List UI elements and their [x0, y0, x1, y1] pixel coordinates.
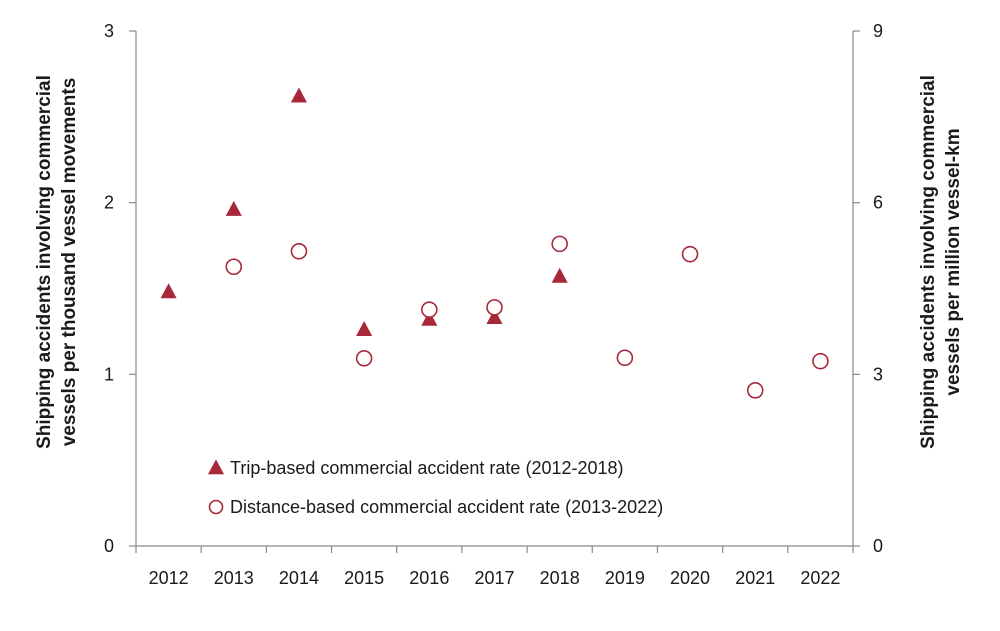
distance-based-point	[746, 382, 764, 399]
right-tick-label: 3	[873, 364, 883, 384]
left-tick-label: 2	[104, 193, 114, 213]
left-tick-label: 0	[104, 536, 114, 556]
x-tick-label: 2017	[474, 568, 514, 588]
axes: 0 1 2 3 0 3 6 9 2012 2013 2014 2015 2016 2017 2018 2019…	[104, 21, 883, 588]
trip-based-point	[356, 321, 373, 336]
trip-based-point	[225, 200, 242, 216]
legend-triangle-icon	[207, 459, 225, 475]
x-tick-label: 2019	[605, 568, 645, 588]
right-axis-title-line: Shipping accidents involving commercial	[918, 75, 939, 449]
trip-based-point	[290, 87, 308, 103]
legend-circle-icon	[208, 499, 224, 515]
distance-based-point	[225, 258, 243, 276]
left-tick-label: 3	[104, 21, 114, 41]
left-axis-title-line: vessels per thousand vessel movements	[59, 78, 80, 447]
x-tick-label: 2018	[540, 568, 580, 588]
right-axis-title-line: vessels per million vessel-km	[943, 128, 964, 395]
trip-based-point	[551, 267, 568, 283]
right-tick-label: 6	[873, 193, 883, 213]
x-tick-label: 2022	[800, 568, 840, 588]
x-tick-label: 2020	[670, 568, 710, 588]
distance-based-point	[486, 299, 503, 316]
legend-entry-label: Trip-based commercial accident rate (201…	[230, 458, 624, 478]
distance-based-point	[421, 301, 438, 318]
distance-based-point	[616, 349, 634, 367]
right-tick-label: 0	[873, 536, 883, 556]
distance-based-point	[681, 245, 699, 263]
x-tick-label: 2013	[214, 568, 254, 588]
right-tick-label: 9	[873, 21, 883, 41]
left-axis-title: Shipping accidents involving commercial v…	[34, 75, 80, 449]
x-tick-label: 2014	[279, 568, 319, 588]
distance-based-point	[355, 350, 373, 367]
distance-based-point	[551, 235, 568, 253]
right-axis-title: Shipping accidents involving commercial v…	[918, 75, 964, 449]
distance-based-point	[812, 352, 829, 370]
legend: Trip-based commercial accident rate (201…	[207, 458, 663, 517]
distance-based-point	[290, 243, 308, 260]
x-tick-label: 2012	[149, 568, 189, 588]
legend-entry-label: Distance-based commercial accident rate …	[230, 497, 663, 517]
left-axis-title-line: Shipping accidents involving commercial	[34, 75, 55, 449]
axis-titles: Shipping accidents involving commercial v…	[34, 75, 964, 449]
trip-based-point	[486, 309, 503, 324]
left-tick-label: 1	[104, 364, 114, 384]
trip-based-point	[421, 310, 438, 326]
data-marks	[160, 87, 829, 399]
x-tick-label: 2015	[344, 568, 384, 588]
x-tick-label: 2021	[735, 568, 775, 588]
trip-based-point	[160, 283, 177, 299]
x-tick-label: 2016	[409, 568, 449, 588]
